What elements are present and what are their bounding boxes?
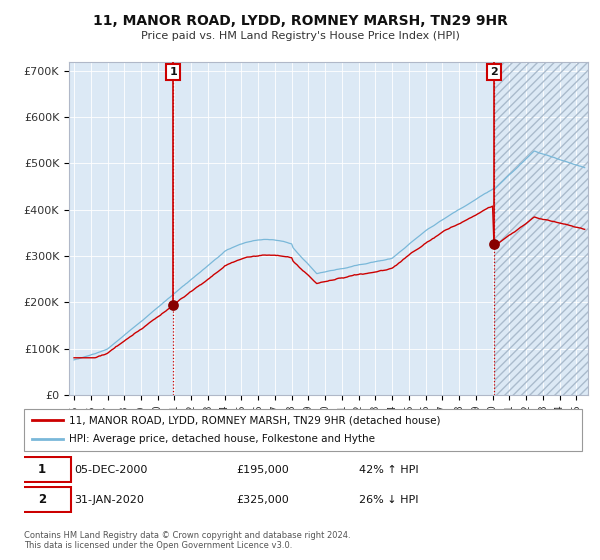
Text: Contains HM Land Registry data © Crown copyright and database right 2024.
This d: Contains HM Land Registry data © Crown c… <box>24 530 350 550</box>
Text: HPI: Average price, detached house, Folkestone and Hythe: HPI: Average price, detached house, Folk… <box>68 435 374 445</box>
Text: 26% ↓ HPI: 26% ↓ HPI <box>359 494 418 505</box>
FancyBboxPatch shape <box>24 409 582 451</box>
Text: £325,000: £325,000 <box>236 494 289 505</box>
Point <box>489 240 499 249</box>
Text: 2: 2 <box>38 493 46 506</box>
Text: 2: 2 <box>490 67 498 77</box>
Text: Price paid vs. HM Land Registry's House Price Index (HPI): Price paid vs. HM Land Registry's House … <box>140 31 460 41</box>
Text: 1: 1 <box>169 67 177 77</box>
FancyBboxPatch shape <box>13 457 71 483</box>
Text: 05-DEC-2000: 05-DEC-2000 <box>74 465 148 475</box>
Text: 42% ↑ HPI: 42% ↑ HPI <box>359 465 418 475</box>
Text: 11, MANOR ROAD, LYDD, ROMNEY MARSH, TN29 9HR (detached house): 11, MANOR ROAD, LYDD, ROMNEY MARSH, TN29… <box>68 415 440 425</box>
Text: 31-JAN-2020: 31-JAN-2020 <box>74 494 144 505</box>
Text: 1: 1 <box>38 463 46 477</box>
Text: 11, MANOR ROAD, LYDD, ROMNEY MARSH, TN29 9HR: 11, MANOR ROAD, LYDD, ROMNEY MARSH, TN29… <box>92 14 508 28</box>
Text: £195,000: £195,000 <box>236 465 289 475</box>
FancyBboxPatch shape <box>13 487 71 512</box>
Point <box>169 300 178 309</box>
